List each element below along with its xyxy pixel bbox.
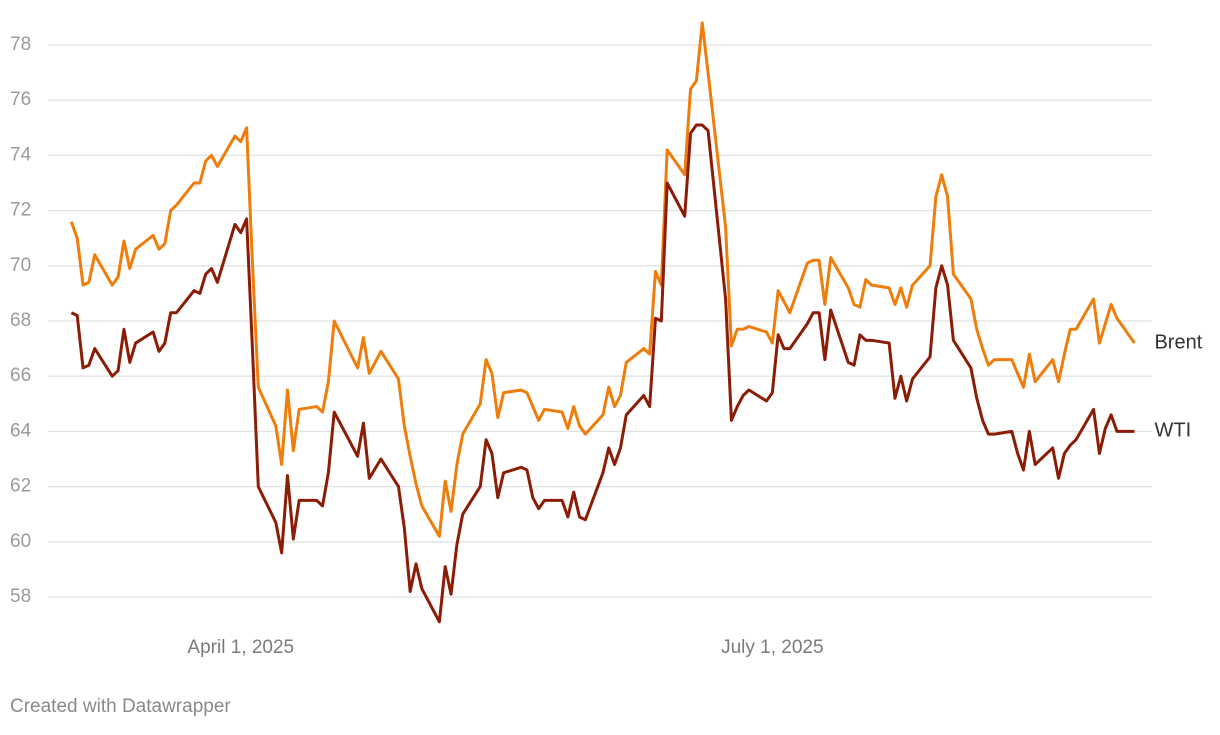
y-tick-label: 68 — [10, 310, 31, 331]
y-tick-label: 58 — [10, 586, 31, 607]
y-tick-label: 76 — [10, 89, 31, 110]
x-tick-label: April 1, 2025 — [187, 637, 294, 658]
series-line — [70, 123, 1135, 624]
y-tick-label: 74 — [10, 144, 32, 165]
series-line — [69, 21, 1136, 538]
series-label: WTI — [1154, 420, 1191, 442]
y-tick-label: 64 — [10, 420, 32, 441]
y-tick-label: 60 — [10, 531, 31, 552]
y-tick-label: 72 — [10, 200, 31, 221]
y-tick-label: 62 — [10, 476, 31, 497]
y-tick-label: 70 — [10, 255, 31, 276]
series-label: Brent — [1154, 331, 1202, 353]
y-tick-label: 78 — [10, 34, 31, 55]
credit: Created with Datawrapper — [10, 696, 231, 717]
x-tick-label: July 1, 2025 — [721, 637, 823, 658]
y-tick-label: 66 — [10, 365, 31, 386]
